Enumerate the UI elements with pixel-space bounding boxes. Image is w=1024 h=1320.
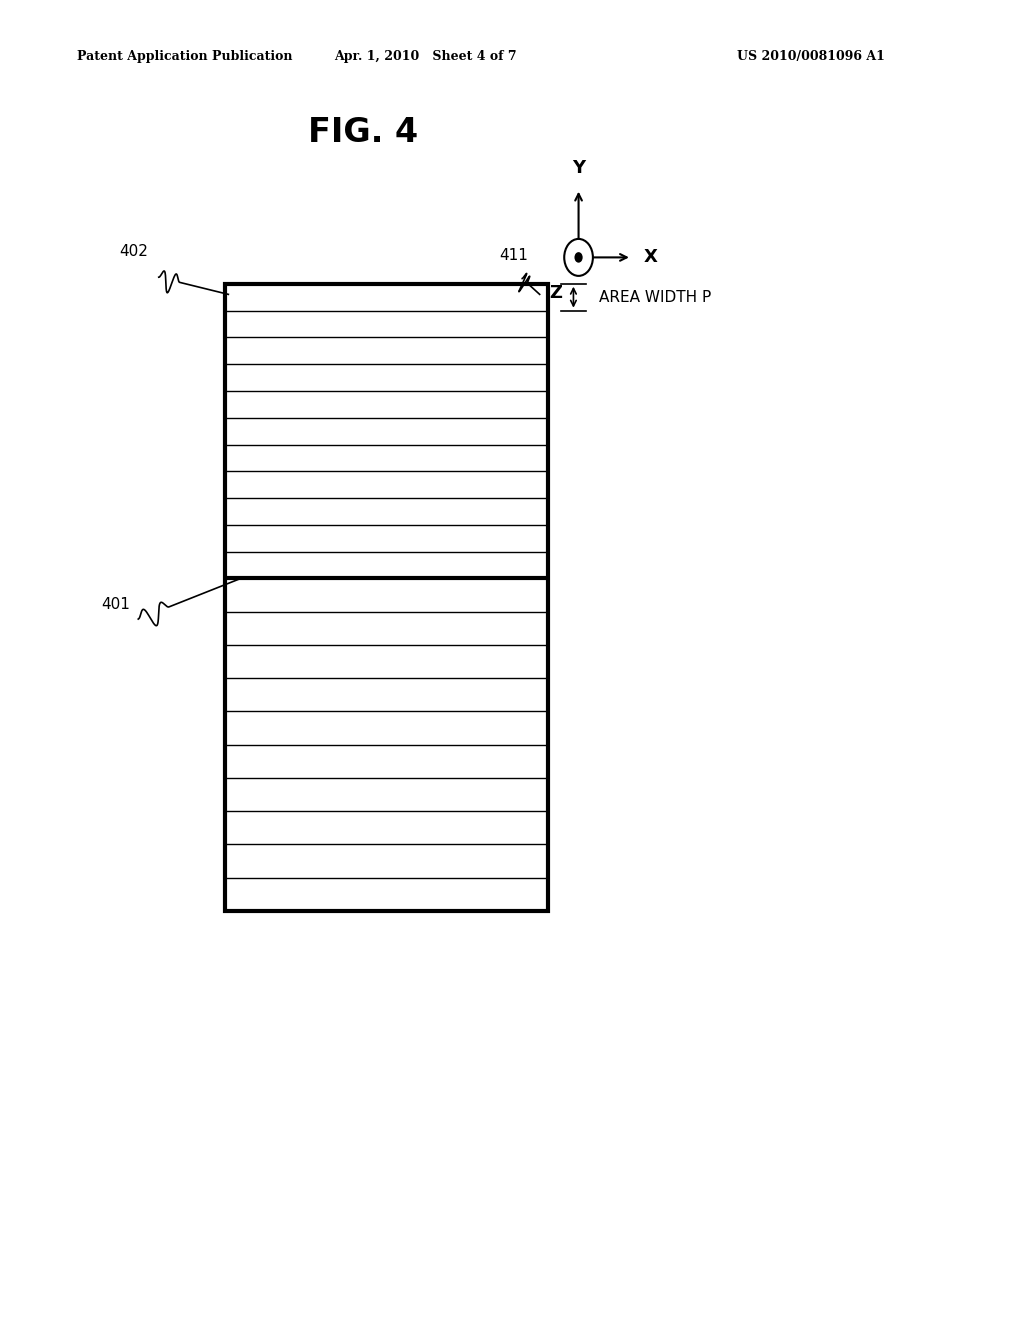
Text: Patent Application Publication: Patent Application Publication: [77, 50, 292, 63]
Text: X: X: [643, 248, 657, 267]
Text: 402: 402: [120, 244, 148, 259]
Circle shape: [564, 239, 593, 276]
Text: Z: Z: [550, 284, 562, 302]
Text: Y: Y: [572, 158, 585, 177]
Text: US 2010/0081096 A1: US 2010/0081096 A1: [737, 50, 885, 63]
Text: 411: 411: [500, 248, 528, 263]
Circle shape: [574, 252, 583, 263]
Bar: [225, 284, 548, 911]
Text: Apr. 1, 2010   Sheet 4 of 7: Apr. 1, 2010 Sheet 4 of 7: [334, 50, 516, 63]
Text: AREA WIDTH P: AREA WIDTH P: [599, 289, 712, 305]
Text: 401: 401: [101, 597, 130, 612]
Text: FIG. 4: FIG. 4: [308, 116, 419, 149]
